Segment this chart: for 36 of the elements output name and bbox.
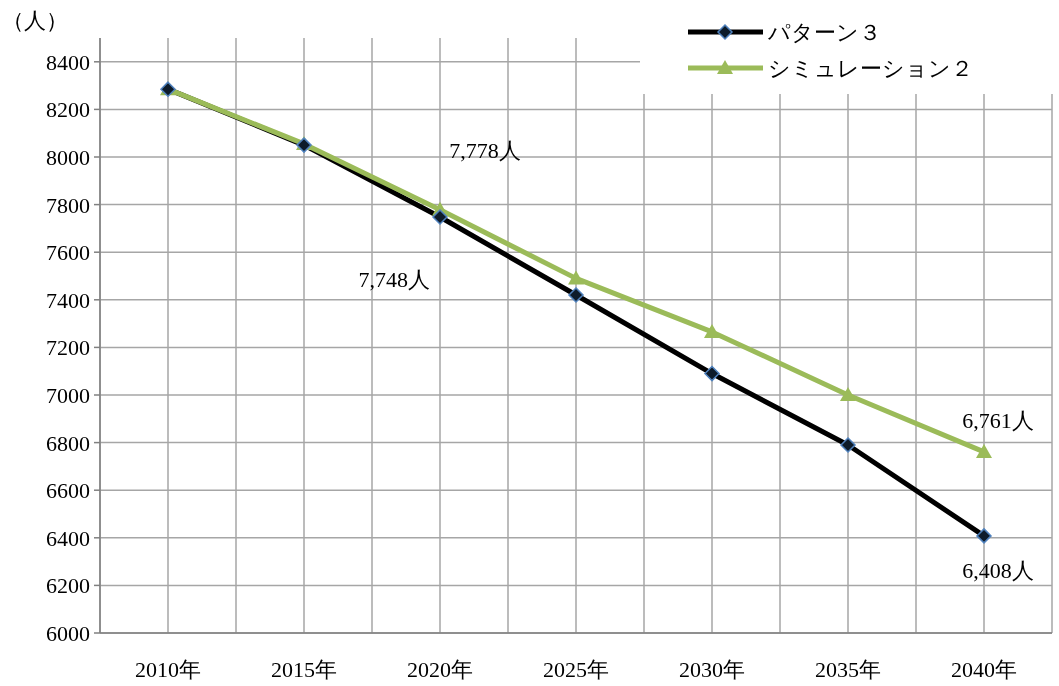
y-tick-label: 6000 — [46, 621, 90, 646]
point — [840, 437, 856, 453]
y-tick-label: 6400 — [46, 525, 90, 551]
x-tick-label: 2020年 — [407, 657, 473, 682]
y-tick-label: 6600 — [46, 478, 90, 504]
data-label: 6,761人 — [962, 407, 1034, 433]
point — [704, 365, 720, 382]
x-tick-label: 2030年 — [679, 657, 745, 682]
y-tick-label: 7200 — [46, 335, 90, 361]
x-tick-label: 2010年 — [135, 657, 201, 682]
y-tick-label: 7400 — [46, 287, 90, 313]
point — [976, 443, 992, 458]
legend-label: パターン３ — [767, 20, 881, 45]
legend-label: シミュレーション２ — [768, 56, 973, 81]
point — [568, 287, 584, 303]
y-tick-label: 6200 — [46, 573, 90, 599]
y-tick-label: 8200 — [46, 97, 90, 123]
x-tick-label: 2040年 — [951, 657, 1017, 682]
data-label: 7,778人 — [449, 137, 521, 163]
data-label: 6,408人 — [962, 557, 1034, 583]
y-tick-label: 8000 — [46, 145, 90, 170]
point — [568, 270, 584, 285]
point — [976, 528, 992, 544]
point — [432, 209, 448, 225]
y-axis-title: （人） — [2, 8, 68, 33]
y-tick-label: 7800 — [46, 192, 90, 218]
data-label: 7,748人 — [358, 266, 430, 292]
point — [704, 323, 720, 338]
y-tick-label: 7600 — [46, 240, 90, 266]
y-tick-label: 8400 — [46, 49, 90, 75]
x-tick-label: 2015年 — [271, 657, 337, 682]
y-tick-label: 7000 — [46, 383, 90, 408]
point — [840, 387, 856, 401]
x-tick-label: 2025年 — [543, 657, 609, 682]
x-tick-label: 2035年 — [815, 657, 881, 682]
y-tick-label: 6800 — [46, 430, 90, 456]
